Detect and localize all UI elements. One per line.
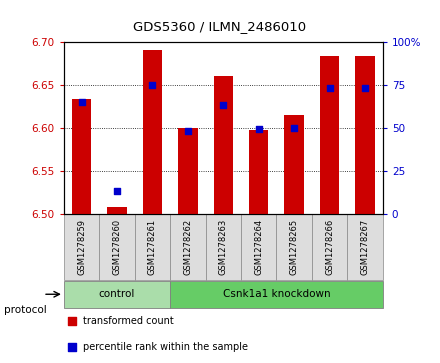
Point (220, 102, 227, 108)
Bar (213, 76, 233, 214)
Point (149, 82, 156, 87)
Text: transformed count: transformed count (83, 316, 174, 326)
Point (291, 125, 298, 131)
Text: GDS5360 / ILMN_2486010: GDS5360 / ILMN_2486010 (133, 20, 307, 33)
Bar (312, 214, 347, 280)
Bar (143, 50, 162, 214)
Bar (64, 214, 99, 280)
Text: GSM1278264: GSM1278264 (254, 219, 263, 275)
Bar (99, 214, 135, 280)
Bar (135, 214, 170, 280)
Bar (249, 130, 268, 214)
Bar (356, 56, 375, 214)
Bar (205, 214, 241, 280)
Bar (170, 214, 205, 280)
Text: GSM1278265: GSM1278265 (290, 219, 299, 275)
Bar (64, 281, 170, 308)
Text: GSM1278267: GSM1278267 (360, 219, 370, 275)
Bar (178, 128, 198, 214)
Text: protocol: protocol (4, 305, 47, 315)
Bar (170, 281, 383, 308)
Point (255, 127, 262, 132)
Text: control: control (99, 289, 135, 299)
Point (292, 219, 299, 225)
Bar (320, 56, 339, 214)
Bar (107, 207, 127, 214)
Text: GSM1278259: GSM1278259 (77, 219, 86, 275)
Text: GSM1278262: GSM1278262 (183, 219, 192, 275)
Text: Csnk1a1 knockdown: Csnk1a1 knockdown (223, 289, 330, 299)
Bar (72, 98, 91, 214)
Bar (276, 214, 312, 280)
Text: percentile rank within the sample: percentile rank within the sample (83, 342, 248, 352)
Bar (284, 115, 304, 214)
Text: GSM1278260: GSM1278260 (113, 219, 121, 275)
Point (114, 188, 121, 194)
Text: GSM1278261: GSM1278261 (148, 219, 157, 275)
Text: GSM1278263: GSM1278263 (219, 219, 228, 275)
Point (184, 128, 191, 134)
Text: GSM1278266: GSM1278266 (325, 219, 334, 275)
Bar (347, 214, 383, 280)
Point (78, 99, 85, 105)
Point (362, 85, 369, 91)
Point (326, 85, 333, 91)
Bar (241, 214, 276, 280)
